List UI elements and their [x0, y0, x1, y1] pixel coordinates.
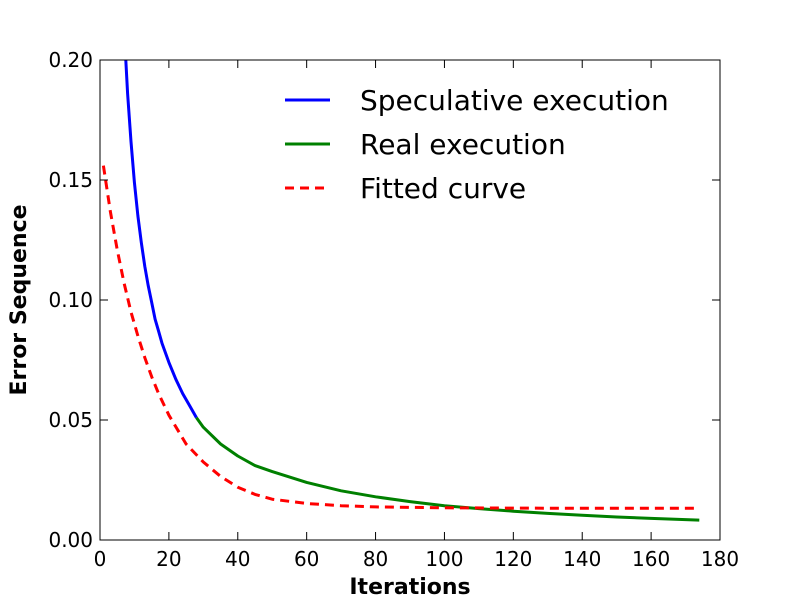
- series-layer: [101, 60, 700, 522]
- y-tick-label: 0.10: [48, 288, 93, 312]
- x-tick-label: 60: [294, 547, 319, 571]
- x-tick-label: 0: [94, 547, 107, 571]
- series-fitted-curve: [101, 165, 700, 510]
- y-tick-label: 0.00: [48, 528, 93, 552]
- y-tick-label: 0.05: [48, 408, 93, 432]
- x-tick-label: 180: [701, 547, 739, 571]
- y-tick-label: 0.20: [48, 48, 93, 72]
- x-tick-label: 140: [563, 547, 601, 571]
- legend-label: Real execution: [360, 128, 566, 161]
- legend-label: Fitted curve: [360, 172, 526, 205]
- x-axis-title: Iterations: [349, 575, 470, 600]
- x-tick-label: 40: [225, 547, 250, 571]
- series-speculative-execution: [124, 60, 198, 419]
- y-axis-title: Error Sequence: [7, 204, 32, 395]
- x-tick-label: 120: [494, 547, 532, 571]
- ticks-layer: 0 20 40 60 80 100 120 140 160 180 0.00 0.05 0.10 0.15…: [48, 48, 739, 571]
- legend: Speculative execution Real execution Fitte…: [285, 84, 669, 205]
- x-tick-label: 20: [156, 547, 181, 571]
- x-tick-label: 80: [363, 547, 388, 571]
- y-tick-label: 0.15: [48, 168, 93, 192]
- x-tick-label: 160: [632, 547, 670, 571]
- x-tick-label: 100: [425, 547, 463, 571]
- series-real-execution: [195, 416, 700, 522]
- legend-label: Speculative execution: [360, 84, 669, 117]
